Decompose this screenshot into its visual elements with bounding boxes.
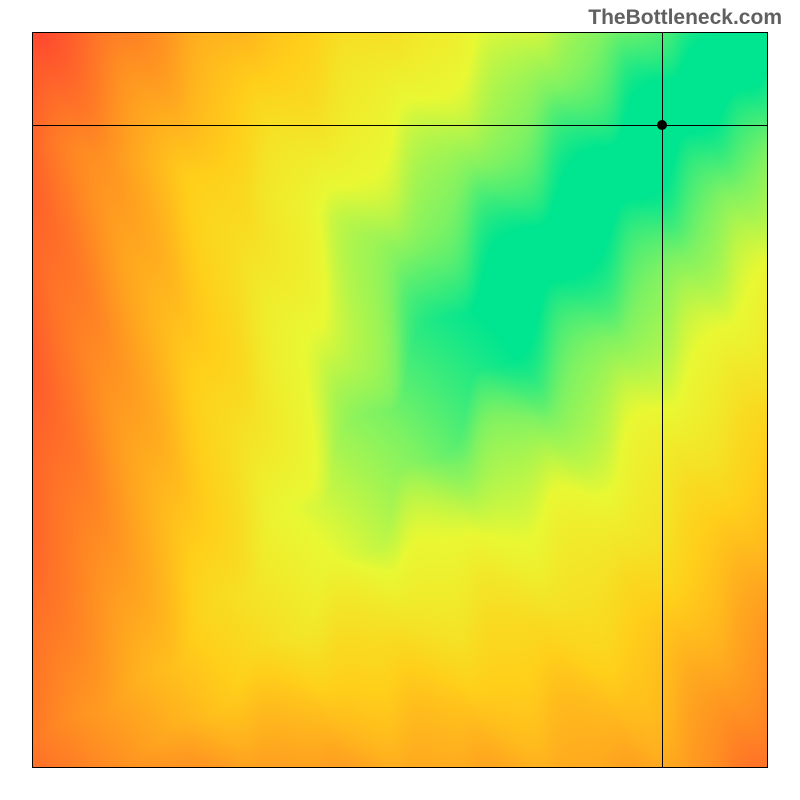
watermark-text: TheBottleneck.com: [588, 6, 782, 30]
heatmap-canvas: [33, 33, 767, 767]
selection-marker: [657, 120, 667, 130]
crosshair-vertical: [662, 33, 663, 767]
bottleneck-heatmap-plot: [32, 32, 768, 768]
